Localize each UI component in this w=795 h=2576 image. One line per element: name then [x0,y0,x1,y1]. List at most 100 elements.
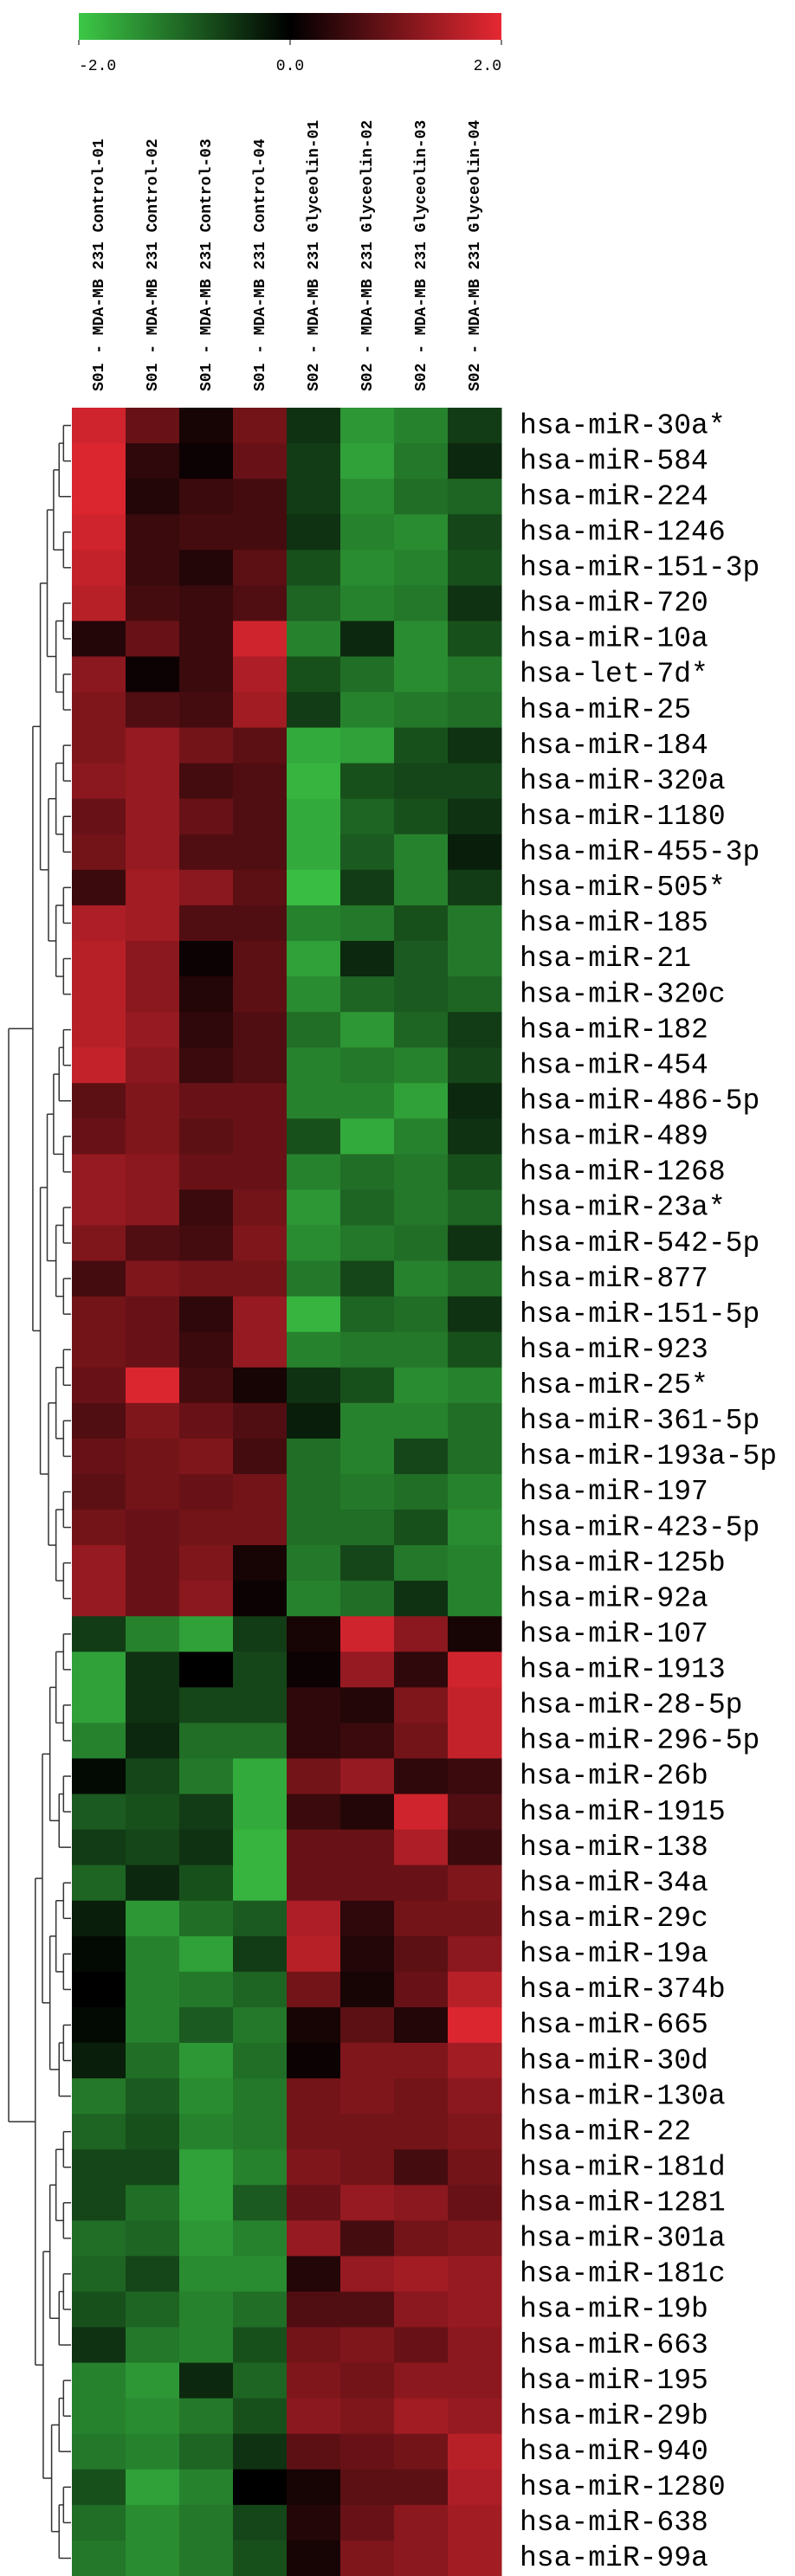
heatmap-cell [72,1900,126,1937]
heatmap-cell [394,1794,449,1831]
heatmap-cell [394,1971,449,2008]
heatmap-cell [179,2469,234,2506]
heatmap-cell [340,2362,395,2399]
heatmap-cell [233,1545,288,1581]
heatmap-cell [287,2540,341,2576]
heatmap-cell [287,585,341,621]
heatmap-cell [233,2504,288,2541]
heatmap-cell [340,656,395,693]
heatmap-cell [126,2185,180,2221]
heatmap-cell [340,1225,395,1262]
row-label: hsa-miR-22 [520,2116,691,2148]
heatmap-cell [340,1687,395,1723]
heatmap-cell [340,1083,395,1119]
row-label: hsa-miR-1280 [520,2471,726,2503]
row-label: hsa-miR-184 [520,730,708,762]
heatmap-cell [340,2256,395,2292]
heatmap-cell [72,408,126,444]
heatmap-cell [233,834,288,871]
heatmap-cell [287,1118,341,1155]
heatmap-cell [287,1083,341,1119]
heatmap-cell [340,2504,395,2541]
heatmap-cell [287,763,341,800]
row-label: hsa-miR-10a [520,623,708,655]
row-label: hsa-miR-34a [520,1867,708,1899]
row-label: hsa-miR-638 [520,2507,708,2539]
heatmap-cell [233,2185,288,2221]
row-label: hsa-miR-30d [520,2045,708,2077]
heatmap-cell [126,1225,180,1262]
row-label: hsa-miR-663 [520,2329,708,2361]
heatmap-cell [179,1935,234,1973]
row-label: hsa-miR-125b [520,1547,726,1579]
heatmap-cell [394,2043,449,2079]
heatmap-cell [340,1864,395,1902]
heatmap-cell [72,1083,126,1119]
heatmap-cell [72,2398,126,2435]
heatmap-cell [179,2291,234,2328]
heatmap-cell [179,1864,234,1902]
heatmap-cell [126,443,180,480]
heatmap-cell [287,1971,341,2008]
heatmap-cell [126,1189,180,1227]
row-label: hsa-miR-1281 [520,2187,726,2219]
column-label: S02 - MDA-MB 231 Glyceolin-02 [359,120,377,391]
heatmap-cell [126,479,180,515]
heatmap-cell [179,1331,234,1368]
heatmap-cell [179,1723,234,1759]
row-label: hsa-miR-25* [520,1369,708,1401]
heatmap-cell [126,1581,180,1617]
heatmap-cell [287,1510,341,1546]
heatmap-cell [394,443,449,480]
heatmap-cell [72,1652,126,1688]
heatmap-cell [179,656,234,693]
heatmap-cell [72,1545,126,1581]
row-label: hsa-miR-181c [520,2258,726,2290]
heatmap-cell [340,1829,395,1866]
heatmap-cell [340,763,395,800]
heatmap-cell [394,1723,449,1759]
heatmap-cell [287,656,341,693]
heatmap-cell [394,1367,449,1404]
heatmap-cell [448,1581,502,1617]
heatmap-cell [72,2043,126,2079]
heatmap-cell [233,1438,288,1475]
heatmap-cell [233,1900,288,1937]
heatmap-cell [126,2043,180,2079]
colorbar [79,13,501,40]
heatmap-cell [72,1367,126,1404]
heatmap-cell [340,1794,395,1831]
heatmap-cell [340,1189,395,1227]
heatmap-cell [72,550,126,586]
heatmap-cell [72,1331,126,1368]
heatmap-cell [126,585,180,621]
heatmap-cell [126,514,180,551]
heatmap-cell [287,1438,341,1475]
heatmap-cell [233,1083,288,1119]
heatmap-cell [179,2078,234,2115]
heatmap-cell [179,1118,234,1155]
heatmap-cell [340,443,395,480]
heatmap-cell [233,1367,288,1404]
heatmap-cell [179,2114,234,2150]
heatmap-cell [287,834,341,871]
heatmap-cell [233,2398,288,2435]
heatmap-cell [126,621,180,657]
row-label: hsa-miR-584 [520,445,708,477]
heatmap-cell [287,2220,341,2257]
heatmap-cell [340,1012,395,1048]
heatmap-cell [448,869,502,906]
heatmap-cell [233,763,288,800]
heatmap-cell [126,1154,180,1190]
heatmap-cell [394,1047,449,1084]
row-label: hsa-miR-185 [520,907,708,939]
heatmap-cell [126,940,180,977]
heatmap-cell [233,727,288,764]
heatmap-cell [287,408,341,444]
heatmap-cell [394,763,449,800]
heatmap-cell [394,1012,449,1048]
heatmap-cell [179,2149,234,2186]
heatmap-cell [394,1510,449,1546]
heatmap-cell [72,2540,126,2576]
